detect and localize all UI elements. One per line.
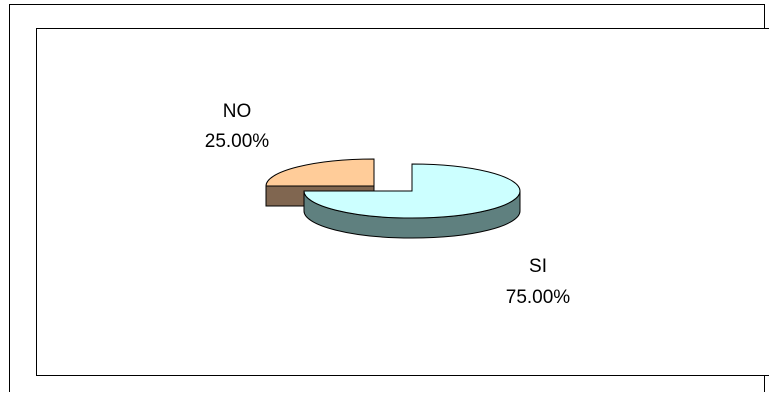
slice-label-no-percent: 25.00% <box>205 131 270 152</box>
slice-top-si <box>303 163 521 219</box>
slice-label-no-name: NO <box>223 101 252 122</box>
slice-top-no <box>265 158 375 187</box>
slice-label-si-name: SI <box>529 256 547 277</box>
slice-label-si-percent: 75.00% <box>506 287 571 308</box>
